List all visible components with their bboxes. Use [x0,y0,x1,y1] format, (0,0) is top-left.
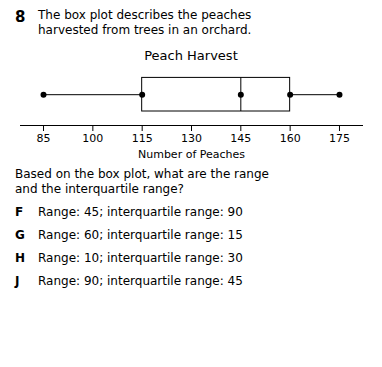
html-text:G: G [15,228,25,242]
svg-text:130: 130 [181,132,202,145]
svg-text:115: 115 [132,132,153,145]
html-text:Range: 10; interquartile range: Range: 10; interquartile range: 30 [38,251,243,265]
svg-text:175: 175 [329,132,350,145]
html-text:The box plot describes the pea: The box plot describes the peaches [38,8,252,22]
html-text:Peach Harvest: Peach Harvest [144,48,238,63]
html-text:8: 8 [15,8,26,26]
html-text:F: F [15,205,24,219]
html-text:harvested from trees in an orc: harvested from trees in an orchard. [38,23,252,37]
svg-text:145: 145 [230,132,251,145]
svg-text:100: 100 [82,132,103,145]
html-text:H: H [15,251,25,265]
svg-text:160: 160 [280,132,301,145]
html-text:Range: 90; interquartile range: Range: 90; interquartile range: 45 [38,274,243,288]
html-text:J: J [15,274,20,288]
svg-text:Number of Peaches: Number of Peaches [138,148,245,161]
svg-text:85: 85 [37,132,51,145]
html-text:Range: 45; interquartile range: Range: 45; interquartile range: 90 [38,205,243,219]
html-text:Based on the box plot, what ar: Based on the box plot, what are the rang… [15,167,269,181]
html-text:Range: 60; interquartile range: Range: 60; interquartile range: 15 [38,228,243,242]
html-text:and the interquartile range?: and the interquartile range? [15,182,184,196]
